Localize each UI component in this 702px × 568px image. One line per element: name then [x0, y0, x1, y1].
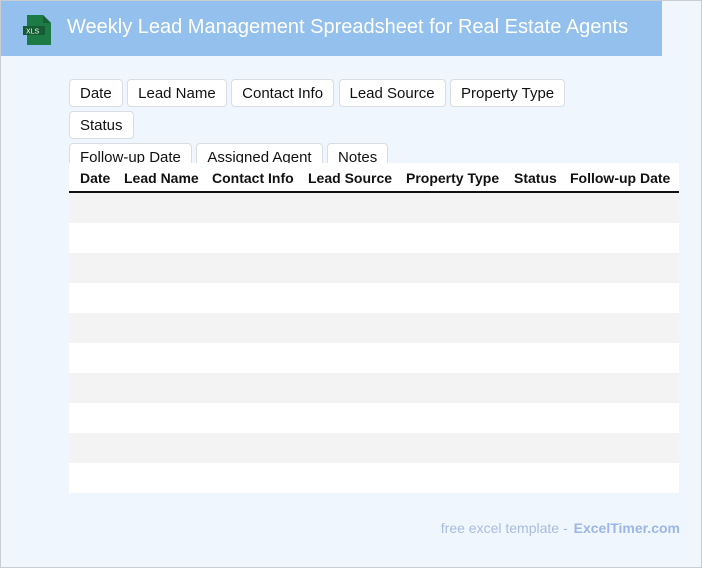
chip-contact-info[interactable]: Contact Info [231, 79, 335, 107]
column-header-lead-source: Lead Source [308, 170, 393, 186]
column-header-date: Date [80, 170, 111, 186]
footer-text: free excel template - [440, 520, 568, 536]
footer-brand-link[interactable]: ExcelTimer.com [573, 520, 680, 536]
table-row[interactable] [69, 403, 679, 433]
column-header-contact-info: Contact Info [212, 170, 294, 186]
chip-lead-name[interactable]: Lead Name [127, 79, 227, 107]
table-row[interactable] [69, 463, 679, 493]
footer: free excel template - ExcelTimer.com [441, 520, 680, 536]
table-body [69, 193, 679, 493]
column-header-property-type: Property Type [406, 170, 500, 186]
header-bar: XLS Weekly Lead Management Spreadsheet f… [1, 1, 662, 56]
chip-property-type[interactable]: Property Type [450, 79, 566, 107]
chip-date[interactable]: Date [69, 79, 123, 107]
svg-text:XLS: XLS [26, 29, 40, 36]
page-title: Weekly Lead Management Spreadsheet for R… [67, 16, 629, 38]
field-chips: Date Lead Name Contact Info Lead Source … [69, 79, 629, 175]
table-row[interactable] [69, 223, 679, 253]
table-row[interactable] [69, 193, 679, 223]
column-header-status: Status [514, 170, 557, 186]
table-row[interactable] [69, 253, 679, 283]
chip-status[interactable]: Status [69, 111, 134, 139]
table-row[interactable] [69, 313, 679, 343]
table-row[interactable] [69, 433, 679, 463]
table-row[interactable] [69, 343, 679, 373]
xls-file-icon: XLS [23, 15, 51, 45]
table-row[interactable] [69, 283, 679, 313]
lead-table: Date Lead Name Contact Info Lead Source … [69, 163, 679, 493]
column-header-lead-name: Lead Name [124, 170, 199, 186]
table-row[interactable] [69, 373, 679, 403]
column-header-follow-up-date: Follow-up Date [570, 170, 671, 186]
chip-lead-source[interactable]: Lead Source [338, 79, 446, 107]
table-header: Date Lead Name Contact Info Lead Source … [69, 163, 679, 193]
